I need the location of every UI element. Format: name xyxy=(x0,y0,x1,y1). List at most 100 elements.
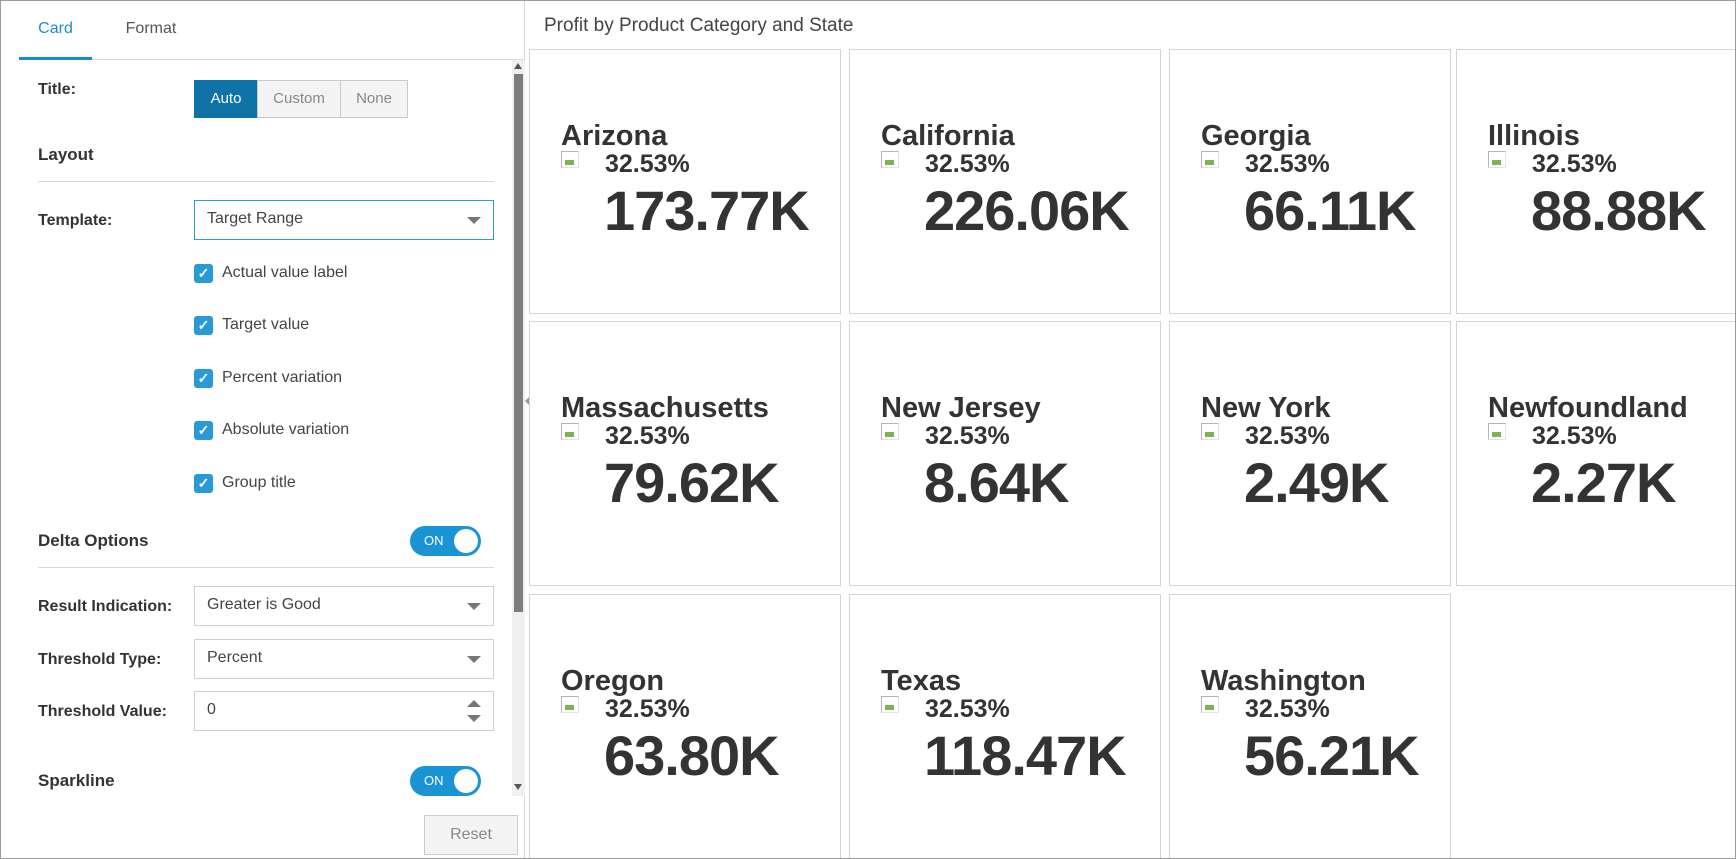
kpi-card[interactable]: New York 32.53% 2.49K xyxy=(1169,321,1451,586)
card-percent-variation: 32.53% xyxy=(1245,695,1330,723)
broken-image-icon xyxy=(561,696,579,713)
tab-card[interactable]: Card xyxy=(19,1,92,60)
stepper-down-icon[interactable] xyxy=(467,715,481,722)
card-state-title: New Jersey xyxy=(881,392,1041,424)
threshold-type-select[interactable]: Percent xyxy=(194,639,494,679)
broken-image-icon xyxy=(1488,151,1506,168)
card-state-title: California xyxy=(881,120,1015,152)
card-state-title: New York xyxy=(1201,392,1331,424)
result-indication-value: Greater is Good xyxy=(207,596,321,613)
checkbox-label: Target value xyxy=(222,316,310,333)
kpi-card[interactable]: Arizona 32.53% 173.77K xyxy=(529,49,841,314)
template-select-value: Target Range xyxy=(207,210,304,227)
card-actual-value: 173.77K xyxy=(604,179,810,242)
sparkline-toggle[interactable]: ON xyxy=(410,766,481,796)
card-state-title: Illinois xyxy=(1488,120,1580,152)
checkbox-percent-variation[interactable]: ✓ Percent variation xyxy=(194,367,342,389)
delta-divider xyxy=(38,567,494,568)
card-actual-value: 2.27K xyxy=(1531,451,1676,514)
kpi-card[interactable]: Texas 32.53% 118.47K xyxy=(849,594,1161,858)
card-actual-value: 2.49K xyxy=(1244,451,1389,514)
collapse-panel-icon[interactable] xyxy=(525,395,531,407)
title-custom-button[interactable]: Custom xyxy=(257,80,341,118)
toggle-knob xyxy=(454,769,478,793)
kpi-card[interactable]: Oregon 32.53% 63.80K xyxy=(529,594,841,858)
card-actual-value: 79.62K xyxy=(604,451,780,514)
checkbox-checked-icon[interactable]: ✓ xyxy=(194,368,213,388)
scroll-up-icon[interactable] xyxy=(514,63,522,69)
checkbox-absolute-variation[interactable]: ✓ Absolute variation xyxy=(194,419,349,441)
threshold-value-input[interactable]: 0 xyxy=(194,691,494,731)
scroll-down-icon[interactable] xyxy=(514,784,522,790)
checkbox-actual-value-label[interactable]: ✓ Actual value label xyxy=(194,262,347,284)
template-label: Template: xyxy=(38,212,113,229)
settings-form: Title: Auto Custom None Layout Template:… xyxy=(1,61,511,798)
card-percent-variation: 32.53% xyxy=(1532,422,1617,450)
checkbox-checked-icon[interactable]: ✓ xyxy=(194,420,213,440)
kpi-card[interactable]: New Jersey 32.53% 8.64K xyxy=(849,321,1161,586)
checkbox-target-value[interactable]: ✓ Target value xyxy=(194,314,309,336)
card-state-title: Georgia xyxy=(1201,120,1311,152)
card-percent-variation: 32.53% xyxy=(1532,150,1617,178)
card-state-title: Washington xyxy=(1201,665,1366,697)
threshold-type-value: Percent xyxy=(207,649,263,666)
kpi-card[interactable]: Illinois 32.53% 88.88K xyxy=(1456,49,1735,314)
title-auto-button[interactable]: Auto xyxy=(194,80,258,118)
delta-options-toggle[interactable]: ON xyxy=(410,526,481,556)
card-actual-value: 63.80K xyxy=(604,724,780,787)
broken-image-icon xyxy=(561,151,579,168)
checkbox-label: Group title xyxy=(222,474,296,491)
card-actual-value: 88.88K xyxy=(1531,179,1707,242)
threshold-value-label: Threshold Value: xyxy=(38,703,167,720)
panel-tabs: Card Format xyxy=(19,1,525,60)
template-select[interactable]: Target Range xyxy=(194,200,494,240)
stepper-up-icon[interactable] xyxy=(467,700,481,707)
threshold-value-text: 0 xyxy=(207,701,216,718)
broken-image-icon xyxy=(881,151,899,168)
title-none-button[interactable]: None xyxy=(340,80,408,118)
chevron-down-icon xyxy=(467,603,481,610)
kpi-card[interactable]: Newfoundland 32.53% 2.27K xyxy=(1456,321,1735,586)
card-percent-variation: 32.53% xyxy=(925,695,1010,723)
title-label: Title: xyxy=(38,81,76,98)
chevron-down-icon xyxy=(467,656,481,663)
checkbox-checked-icon[interactable]: ✓ xyxy=(194,315,213,335)
threshold-type-label: Threshold Type: xyxy=(38,651,162,668)
kpi-card[interactable]: California 32.53% 226.06K xyxy=(849,49,1161,314)
checkbox-checked-icon[interactable]: ✓ xyxy=(194,263,213,283)
reset-button[interactable]: Reset xyxy=(424,815,518,855)
broken-image-icon xyxy=(1201,423,1219,440)
card-percent-variation: 32.53% xyxy=(605,422,690,450)
kpi-card[interactable]: Massachusetts 32.53% 79.62K xyxy=(529,321,841,586)
broken-image-icon xyxy=(1201,151,1219,168)
card-percent-variation: 32.53% xyxy=(1245,422,1330,450)
scrollbar-thumb[interactable] xyxy=(514,74,523,612)
card-actual-value: 66.11K xyxy=(1244,179,1416,242)
result-indication-select[interactable]: Greater is Good xyxy=(194,586,494,626)
kpi-card[interactable]: Georgia 32.53% 66.11K xyxy=(1169,49,1451,314)
card-percent-variation: 32.53% xyxy=(925,422,1010,450)
card-percent-variation: 32.53% xyxy=(925,150,1010,178)
card-state-title: Arizona xyxy=(561,120,668,152)
visual-title: Profit by Product Category and State xyxy=(544,15,854,36)
checkbox-group-title[interactable]: ✓ Group title xyxy=(194,472,296,494)
title-segmented-control: Auto Custom None xyxy=(194,80,408,118)
card-actual-value: 118.47K xyxy=(924,724,1127,787)
number-stepper[interactable] xyxy=(467,700,481,724)
tab-format[interactable]: Format xyxy=(125,20,177,37)
checkbox-label: Percent variation xyxy=(222,369,343,386)
toggle-state-label: ON xyxy=(424,533,444,548)
card-state-title: Oregon xyxy=(561,665,665,697)
broken-image-icon xyxy=(881,696,899,713)
checkbox-label: Actual value label xyxy=(222,264,348,281)
layout-heading: Layout xyxy=(38,145,94,164)
broken-image-icon xyxy=(561,423,579,440)
result-indication-label: Result Indication: xyxy=(38,598,173,615)
card-percent-variation: 32.53% xyxy=(605,150,690,178)
layout-divider xyxy=(38,181,494,182)
panel-scrollbar[interactable] xyxy=(512,60,525,796)
kpi-card[interactable]: Washington 32.53% 56.21K xyxy=(1169,594,1451,858)
toggle-state-label: ON xyxy=(424,773,444,788)
checkbox-checked-icon[interactable]: ✓ xyxy=(194,473,213,493)
